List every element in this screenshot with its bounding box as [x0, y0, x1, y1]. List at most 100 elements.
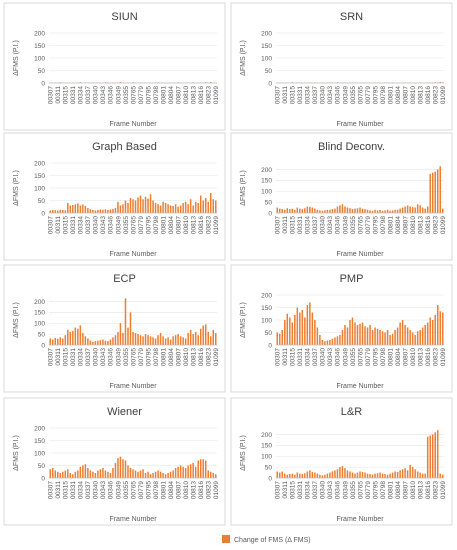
bar: [177, 82, 179, 83]
bar: [152, 473, 154, 478]
x-tick-label: 00795: [372, 216, 379, 234]
x-tick-label: 00816: [198, 216, 205, 234]
panel: [230, 397, 453, 526]
x-tick-label: 00823: [206, 348, 213, 366]
bar: [371, 330, 374, 345]
bar: [376, 210, 379, 213]
bar: [164, 338, 167, 345]
y-tick-label: 0: [41, 342, 45, 349]
bar: [172, 470, 174, 478]
x-tick-label: 00798: [380, 86, 387, 104]
x-tick-label: 00343: [100, 348, 107, 366]
x-tick-label: 00337: [85, 86, 92, 104]
bar: [59, 337, 62, 345]
bar: [84, 206, 87, 213]
y-tick-label: 50: [38, 68, 46, 75]
bar: [197, 460, 199, 478]
x-tick-label: 00779: [365, 216, 372, 234]
x-tick-label: 00349: [342, 216, 349, 234]
bar: [154, 203, 157, 213]
bar: [169, 471, 172, 478]
bar: [276, 471, 279, 478]
bar: [386, 209, 389, 213]
x-tick-label: 00801: [387, 216, 394, 234]
bar: [429, 435, 431, 478]
bar: [167, 204, 169, 213]
bar: [119, 82, 122, 83]
bar: [59, 473, 62, 478]
bar: [137, 197, 139, 213]
bar: [309, 302, 311, 345]
x-tick-label: 00765: [130, 86, 137, 104]
x-tick-label: 00810: [410, 481, 417, 499]
bar: [301, 310, 304, 345]
bar: [182, 203, 184, 213]
bar: [102, 339, 104, 345]
bar: [182, 337, 184, 345]
bar: [409, 330, 411, 345]
bar: [294, 315, 296, 345]
bar: [82, 204, 84, 213]
bar: [139, 335, 142, 345]
bar: [391, 210, 394, 213]
bar: [369, 474, 371, 478]
bar: [197, 203, 199, 213]
x-tick-label: 00343: [327, 216, 334, 234]
y-tick-label: 200: [261, 292, 272, 299]
bar: [77, 203, 79, 213]
bar: [356, 472, 359, 478]
bar: [104, 82, 107, 83]
x-tick-label: 00810: [410, 86, 417, 104]
bar: [351, 472, 354, 478]
x-tick-label: 00765: [130, 216, 137, 234]
bar: [416, 471, 419, 478]
x-tick-label: 00801: [160, 481, 167, 499]
bar: [354, 473, 356, 478]
bar: [296, 472, 299, 478]
bar: [154, 338, 157, 345]
x-tick-label: 00779: [365, 348, 372, 366]
bar: [289, 317, 291, 345]
bar: [174, 468, 177, 478]
bar: [194, 466, 197, 478]
bar: [404, 325, 406, 345]
bar: [92, 471, 94, 478]
bar: [439, 311, 441, 345]
x-tick-label: 00801: [160, 216, 167, 234]
bar: [102, 468, 104, 478]
bar: [439, 166, 441, 213]
x-tick-label: 00307: [275, 216, 282, 234]
bar: [94, 473, 97, 478]
x-tick-label: 00765: [357, 481, 364, 499]
bar: [122, 204, 124, 213]
y-tick-label: 50: [38, 198, 46, 205]
bar: [59, 209, 62, 213]
bar: [192, 334, 194, 345]
x-tick-label: 01099: [440, 348, 447, 366]
bar: [57, 338, 59, 345]
x-tick-label: 00798: [380, 348, 387, 366]
x-tick-label: 00307: [48, 481, 55, 499]
bar: [54, 470, 57, 478]
bar: [189, 199, 192, 213]
x-tick-label: 00355: [350, 216, 357, 234]
bar: [344, 468, 346, 478]
bar: [329, 209, 331, 213]
x-tick-label: 00315: [290, 348, 297, 366]
y-axis-label: ΔFMS (P.I.): [240, 435, 247, 471]
bar: [147, 471, 149, 478]
x-tick-label: 00340: [320, 348, 327, 366]
bar: [189, 329, 192, 345]
x-tick-label: 00307: [275, 86, 282, 104]
bar: [426, 436, 429, 478]
bar: [396, 327, 399, 345]
x-tick-label: 00816: [198, 86, 205, 104]
x-axis-label: Frame Number: [336, 121, 384, 128]
bar: [279, 472, 281, 478]
bar: [92, 210, 94, 213]
bar: [379, 209, 381, 213]
bar: [431, 320, 434, 345]
bar: [147, 198, 149, 213]
bar: [436, 169, 439, 213]
bar: [319, 335, 321, 345]
